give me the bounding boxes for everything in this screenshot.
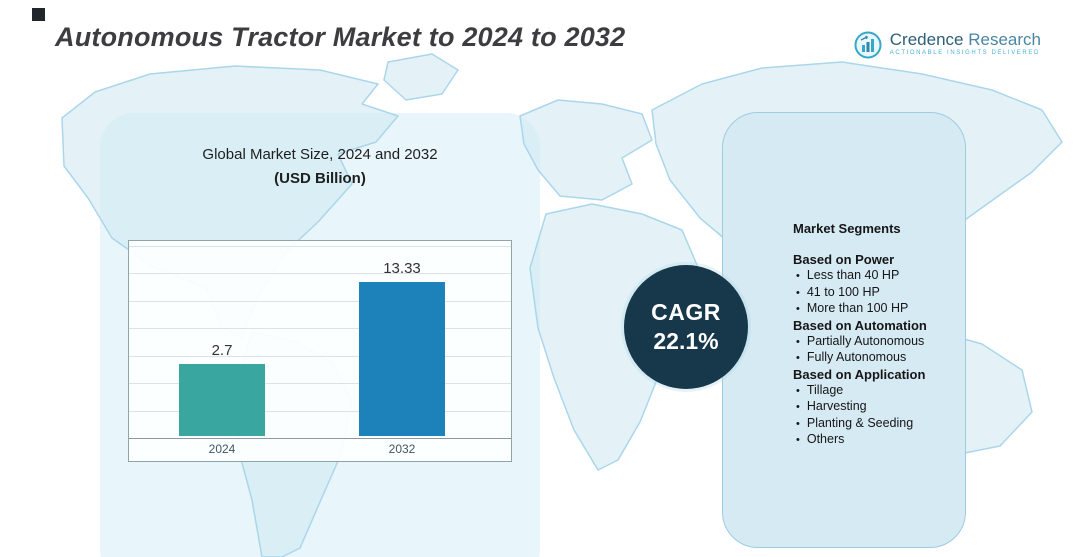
bullet-icon: • (796, 286, 800, 299)
segment-item: • Less than 40 HP (793, 268, 945, 285)
gridline (129, 383, 511, 384)
bar (359, 282, 445, 436)
segment-item-label: Partially Autonomous (806, 333, 925, 348)
gridline (129, 300, 511, 302)
page-title: Autonomous Tractor Market to 2024 to 203… (55, 22, 626, 52)
chart-title: Global Market Size, 2024 and 2032 (202, 146, 438, 163)
segment-item-label: 41 to 100 HP (806, 284, 880, 299)
segment-group-heading: Based on Automation (793, 317, 927, 333)
segment-item: • Planting & Seeding (793, 416, 945, 433)
x-axis-label: 2024 (208, 442, 236, 456)
gridline (129, 245, 511, 247)
segment-group-heading: Based on Application (793, 366, 926, 382)
segment-item-label: Tillage (806, 382, 844, 397)
gridline (129, 355, 511, 357)
chart-subtitle: (USD Billion) (274, 170, 366, 187)
map-europe (519, 99, 653, 201)
segment-item: • More than 100 HP (793, 301, 945, 318)
brand-tagline: Actionable Insights Delivered (889, 50, 1040, 56)
bar-chart: 2.7 2024 13.33 2032 (128, 240, 512, 462)
segment-item: • Tillage (793, 383, 945, 400)
segments-groups: Based on Power • Less than 40 HP • 41 to 100… (793, 252, 945, 449)
segment-item: • Harvesting (793, 399, 945, 416)
segment-item-label: Planting & Seeding (806, 415, 914, 430)
x-axis-label: 2032 (388, 442, 416, 456)
gridline (129, 328, 511, 329)
bullet-icon: • (796, 384, 800, 397)
segment-item: • Partially Autonomous (793, 334, 945, 351)
chart-title-block: Global Market Size, 2024 and 2032 (USD B… (128, 146, 512, 187)
bar-value-label: 2.7 (211, 342, 233, 359)
brand-logo: Credence Research Actionable Insights De… (853, 30, 1041, 60)
segment-group-heading: Based on Power (793, 252, 895, 267)
bar-group-2024: 2.7 (179, 342, 265, 436)
bullet-icon: • (796, 303, 800, 315)
segments-title: Market Segments (793, 221, 901, 236)
brand-name: Credence Research (889, 30, 1041, 49)
segment-item: • Fully Autonomous (793, 350, 945, 367)
bar-value-label: 13.33 (383, 260, 421, 277)
gridline (129, 410, 511, 412)
bullet-icon: • (796, 335, 800, 348)
segment-item: • 41 to 100 HP (793, 285, 945, 302)
bullet-icon: • (796, 401, 800, 413)
bullet-icon: • (796, 434, 800, 446)
gridline (129, 273, 511, 274)
chart-plot-area: 2.7 2024 13.33 2032 (129, 241, 511, 461)
segment-item-label: Fully Autonomous (806, 350, 907, 364)
bar (179, 364, 265, 436)
segment-item-label: More than 100 HP (806, 301, 909, 315)
market-segments-panel: Market Segments Based on Power • Less than… (722, 112, 966, 548)
segment-item-label: Others (806, 432, 845, 446)
logo-chart-icon (854, 31, 882, 59)
bar-group-2032: 13.33 (359, 260, 445, 436)
bullet-icon: • (796, 417, 800, 430)
cagr-badge: CAGR 22.1% (624, 265, 748, 389)
bullet-icon: • (796, 352, 800, 364)
segment-item-label: Harvesting (806, 399, 867, 413)
cagr-label: CAGR (651, 299, 721, 325)
map-greenland (383, 53, 459, 101)
x-axis-line (129, 438, 511, 439)
segment-item-label: Less than 40 HP (806, 268, 900, 282)
segment-item: • Others (793, 432, 945, 449)
corner-mark (32, 8, 45, 21)
bullet-icon: • (796, 270, 800, 282)
cagr-value: 22.1% (653, 328, 719, 354)
